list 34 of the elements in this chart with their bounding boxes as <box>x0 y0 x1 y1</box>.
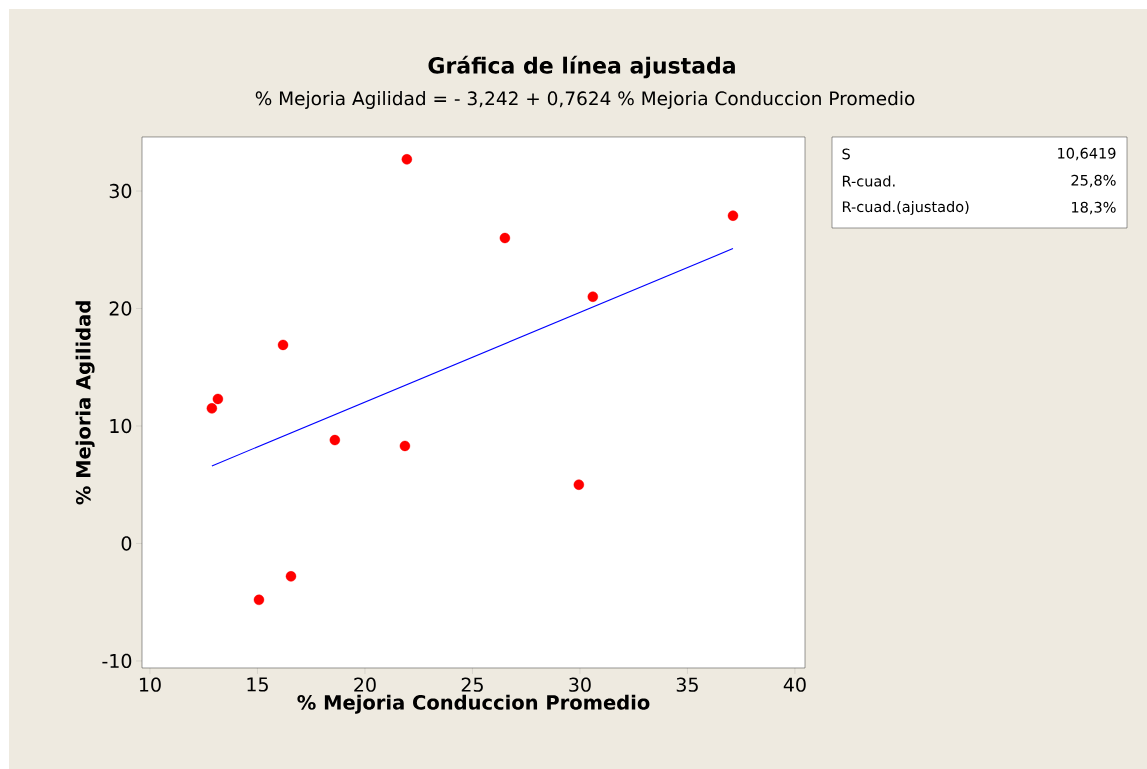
point <box>499 232 511 244</box>
point <box>277 339 289 351</box>
text: 25,8% <box>1071 174 1116 188</box>
point <box>401 154 413 165</box>
y-axis-title: % Mejoria Agilidad <box>75 301 95 505</box>
point <box>727 210 739 221</box>
text: S <box>842 148 850 160</box>
chart-subtitle: % Mejoria Agilidad = - 3,242 + 0,7624 % Mejoria Conduccion Promedio <box>255 91 915 109</box>
x-tick-label: 15 <box>247 677 268 692</box>
x-tick-label: 30 <box>569 677 591 692</box>
point <box>206 403 218 414</box>
y-tick-label: 0 <box>121 536 132 551</box>
point <box>212 393 224 405</box>
point <box>253 594 265 606</box>
x-tick-label: 10 <box>139 677 161 692</box>
x-tick-label: 25 <box>461 677 483 692</box>
point <box>573 479 585 490</box>
y-tick-label: 20 <box>109 301 132 316</box>
point <box>399 440 411 452</box>
text: 18,3% <box>1072 201 1116 215</box>
y-tick-label: 10 <box>110 418 132 434</box>
point <box>329 434 341 446</box>
x-tick-label: 40 <box>783 677 806 692</box>
y-tick-label: -10 <box>102 653 132 669</box>
text: R-cuad.(ajustado) <box>842 200 969 215</box>
point <box>285 571 297 582</box>
chart-title: Gráfica de línea ajustada <box>428 55 735 79</box>
x-tick-label: 35 <box>676 677 698 692</box>
text: 10,6419 <box>1058 147 1116 161</box>
x-tick-label: 20 <box>354 677 376 692</box>
x-axis-title: % Mejoria Conduccion Promedio <box>297 694 650 714</box>
y-tick-label: 30 <box>109 183 132 199</box>
text: R-cuad. <box>842 175 895 187</box>
point <box>587 291 599 302</box>
